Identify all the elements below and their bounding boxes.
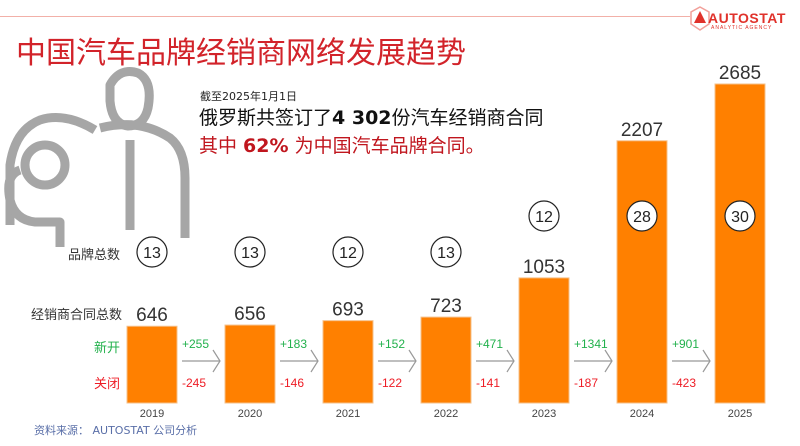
arrow-head-icon <box>506 349 515 373</box>
note-red-prefix: 其中 <box>199 135 244 157</box>
note-main-suffix: 份汽车经销商合同 <box>391 107 544 129</box>
year-label-2025: 2025 <box>728 408 752 420</box>
note-date: 截至2025年1月1日 <box>200 90 297 103</box>
brand-count-2024: 28 <box>633 209 651 226</box>
closed-2020: -146 <box>280 376 304 390</box>
header-rule <box>0 16 690 17</box>
closed-2021: -122 <box>378 376 402 390</box>
brand-count-circle-2019 <box>136 236 168 268</box>
bar-2024 <box>616 140 668 404</box>
value-label-2022: 723 <box>430 296 462 317</box>
bar-2023 <box>518 277 570 404</box>
year-label-2021: 2021 <box>336 408 360 420</box>
note-main-number: 4 302 <box>332 107 392 129</box>
brand-count-circle-2025 <box>724 200 756 232</box>
brand-count-circle-2020 <box>234 236 266 268</box>
brand-count-2019: 13 <box>143 245 161 262</box>
closed-row-label: 关闭 <box>93 377 120 392</box>
value-label-2024: 2207 <box>621 120 663 141</box>
opened-2019: +255 <box>182 337 209 351</box>
arrow-head-icon <box>212 349 221 373</box>
bar-2022 <box>420 316 472 404</box>
opened-2022: +471 <box>476 337 503 351</box>
note-red-suffix: 为中国汽车品牌合同。 <box>288 135 485 157</box>
year-label-2019: 2019 <box>140 408 164 420</box>
value-label-2023: 1053 <box>523 257 565 278</box>
note-red-percent: 62% <box>243 135 289 157</box>
opened-2021: +152 <box>378 337 405 351</box>
opened-2023: +1341 <box>574 337 608 351</box>
logo-name: AUTOSTAT <box>708 10 786 26</box>
bar-2021 <box>322 320 374 404</box>
value-label-2025: 2685 <box>719 63 761 84</box>
year-label-2023: 2023 <box>532 408 556 420</box>
note-red: 其中 62% 为中国汽车品牌合同。 <box>199 131 485 158</box>
closed-2019: -245 <box>182 376 206 390</box>
brand-count-2023: 12 <box>535 209 553 226</box>
brand-count-2021: 12 <box>339 245 357 262</box>
arrow-head-icon <box>408 349 417 373</box>
bar-2019 <box>126 325 178 404</box>
note-main-prefix: 俄罗斯共签订了 <box>199 107 333 129</box>
bar-2025 <box>714 83 766 404</box>
source-note: 资料来源： AUTOSTAT 公司分析 <box>34 424 198 437</box>
brand-count-circle-2021 <box>332 236 364 268</box>
logo-mark-icon <box>690 6 710 31</box>
arrow-head-icon <box>702 349 711 373</box>
year-label-2020: 2020 <box>238 408 262 420</box>
closed-2023: -187 <box>574 376 598 390</box>
brand-count-2025: 30 <box>731 209 749 226</box>
contracts-row-label: 经销商合同总数 <box>30 308 122 323</box>
logo-subtitle: ANALYTIC AGENCY <box>711 25 773 31</box>
brands-row-label: 品牌总数 <box>67 248 120 263</box>
autostat-logo: AUTOSTAT ANALYTIC AGENCY <box>690 4 800 34</box>
bar-2020 <box>224 324 276 404</box>
dealer-person-icon <box>4 67 190 247</box>
arrow-head-icon <box>310 349 319 373</box>
brand-count-circle-2022 <box>430 236 462 268</box>
arrow-head-icon <box>604 349 613 373</box>
year-label-2024: 2024 <box>630 408 654 420</box>
opened-2024: +901 <box>672 337 699 351</box>
brand-count-2022: 13 <box>437 245 455 262</box>
opened-2020: +183 <box>280 337 307 351</box>
brand-count-2020: 13 <box>241 245 259 262</box>
opened-row-label: 新开 <box>93 341 120 356</box>
closed-2022: -141 <box>476 376 500 390</box>
value-label-2021: 693 <box>332 300 364 321</box>
note-main: 俄罗斯共签订了4 302份汽车经销商合同 <box>199 103 544 130</box>
brand-count-circle-2023 <box>528 200 560 232</box>
value-label-2019: 646 <box>136 305 168 326</box>
page-title: 中国汽车品牌经销商网络发展趋势 <box>16 36 466 71</box>
value-label-2020: 656 <box>234 304 266 325</box>
brand-count-circle-2024 <box>626 200 658 232</box>
year-label-2022: 2022 <box>434 408 458 420</box>
closed-2024: -423 <box>672 376 696 390</box>
